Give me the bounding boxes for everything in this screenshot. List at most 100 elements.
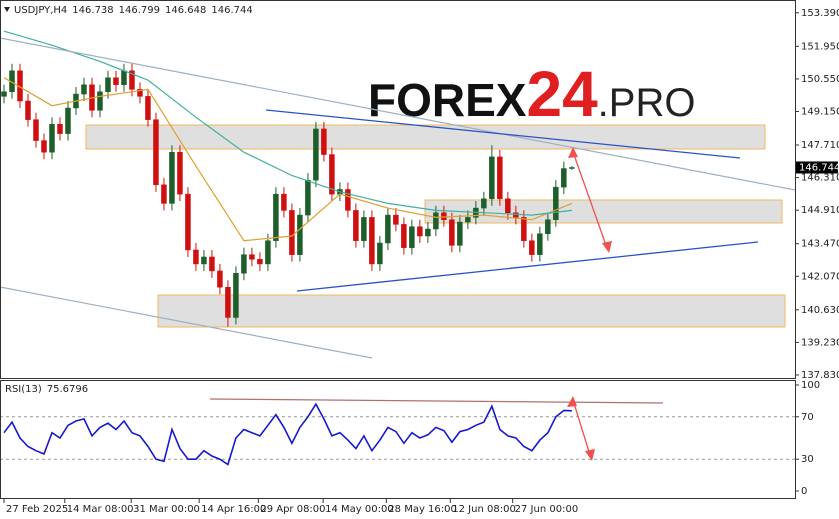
arrow-head (602, 241, 612, 253)
candle-body (97, 91, 103, 111)
y-tick-label: 147.710 (801, 140, 839, 151)
logo-number: 24 (526, 58, 598, 130)
x-tick-label: 14 Mar 08:00 (67, 504, 134, 515)
trend-line (296, 241, 759, 292)
candle-body (273, 193, 279, 241)
candle-body (425, 228, 431, 237)
header-high: 146.799 (119, 5, 160, 16)
candle-body (25, 100, 31, 120)
price-header: USDJPY,H4 146.738 146.799 146.648 146.744 (14, 5, 253, 16)
rsi-arrow (572, 399, 591, 456)
candle-body (433, 212, 439, 230)
rsi-value: 75.6796 (47, 384, 88, 395)
x-tick-label: 29 Apr 08:00 (260, 504, 325, 515)
rsi-name: RSI(13) (5, 384, 42, 395)
candle-body (65, 107, 71, 134)
x-tick-label: 28 May 16:00 (388, 504, 457, 515)
current-price-box (796, 161, 838, 174)
candle-body (489, 156, 495, 200)
candle-body (169, 151, 175, 204)
candle-body (441, 212, 447, 220)
candle-body (409, 226, 415, 248)
candle-body (49, 124, 55, 153)
y-tick-label: 151.950 (801, 41, 839, 52)
candle-body (289, 210, 295, 255)
candle-body (377, 242, 383, 265)
candle-body (121, 70, 127, 85)
y-tick-label: 146.310 (801, 173, 839, 184)
logo-brand: FOREX (368, 74, 527, 126)
candle-body (329, 154, 335, 195)
candle-body (185, 193, 191, 251)
header-open: 146.738 (72, 5, 113, 16)
candle-body (265, 240, 271, 265)
candle-body (457, 221, 463, 246)
candle-body (297, 214, 303, 255)
candle-body (481, 198, 487, 209)
arrow-head (567, 396, 577, 407)
candle-body (33, 119, 39, 141)
candle-body (257, 259, 263, 265)
candle-body (537, 233, 543, 255)
y-tick-label: 137.830 (801, 370, 839, 381)
arrow-head (568, 147, 578, 158)
candle-body (81, 84, 87, 95)
candle-body (361, 217, 367, 241)
rsi-header: RSI(13) 75.6796 (5, 384, 88, 395)
candle-body (209, 256, 215, 272)
moving-average (3, 30, 572, 216)
candle-body (393, 214, 399, 225)
rsi-panel-frame (0, 380, 796, 499)
rsi-line (3, 402, 572, 466)
candle-body (521, 217, 527, 241)
x-tick-label: 31 Mar 00:00 (133, 504, 200, 515)
candle-body (513, 212, 519, 218)
candle-body (145, 96, 151, 120)
candle-body (505, 198, 511, 213)
y-tick-label: 139.230 (801, 337, 839, 348)
candle-body (113, 77, 119, 85)
candle-body (241, 254, 247, 274)
y-tick-label: 100 (801, 380, 820, 391)
candle-body (177, 151, 183, 195)
candle-body (545, 219, 551, 234)
candle-body (385, 214, 391, 244)
header-close: 146.744 (211, 5, 252, 16)
channel-line (0, 37, 796, 191)
y-tick-label: 30 (801, 454, 814, 465)
candle-body (57, 124, 63, 134)
logo: FOREX24.PRO (368, 58, 695, 130)
candle-body (401, 224, 407, 248)
candle-body (137, 89, 143, 97)
moving-average (3, 77, 573, 242)
background-layer: FOREX24.PRO (85, 58, 786, 328)
candle-body (321, 128, 327, 155)
trend-line (265, 109, 741, 159)
x-tick-label: 27 Feb 2025 (6, 504, 68, 515)
x-tick-label: 14 May 00:00 (325, 504, 394, 515)
y-tick-label: 144.910 (801, 205, 839, 216)
candle-body (41, 140, 47, 153)
candle-body (129, 70, 135, 90)
candle-body (161, 184, 167, 204)
symbol-menu-icon (4, 7, 10, 12)
candle-body (233, 273, 239, 318)
candle-body (201, 256, 207, 265)
candle-body (1, 91, 7, 97)
candle-body (105, 77, 111, 92)
x-tick-label: 14 Apr 16:00 (201, 504, 266, 515)
y-tick-label: 140.630 (801, 305, 839, 316)
candle-body (217, 270, 223, 288)
candle-body (281, 193, 287, 211)
arrow-head (585, 449, 595, 461)
candle-body (193, 249, 199, 265)
y-tick-label: 153.390 (801, 8, 839, 19)
symbol: USDJPY,H4 (14, 5, 67, 16)
candle-body (561, 168, 567, 188)
main-panel-frame (0, 0, 796, 379)
logo-suffix: .PRO (598, 81, 696, 125)
y-tick-label: 70 (801, 412, 814, 423)
